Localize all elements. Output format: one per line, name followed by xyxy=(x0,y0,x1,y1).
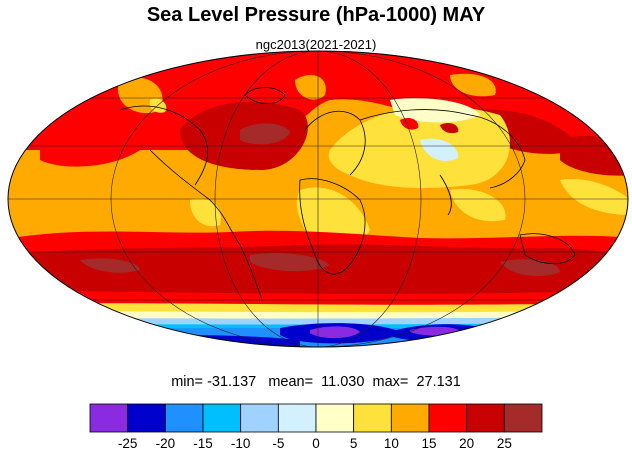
min-label: min= xyxy=(171,374,204,390)
plot-subtitle: ngc2013(2021-2021) xyxy=(255,37,377,52)
colorbar-tick-label: -25 xyxy=(117,436,138,451)
colorbar-swatch xyxy=(89,403,129,433)
colorbar-swatch xyxy=(315,403,355,433)
colorbar-tick-label: 20 xyxy=(459,436,475,451)
colorbar-tick-label: -10 xyxy=(230,436,251,451)
colorbar-tick-label: -15 xyxy=(193,436,213,451)
colorbar-swatch xyxy=(164,403,204,433)
pressure-field xyxy=(8,51,628,347)
colorbar-tick-label: 15 xyxy=(421,436,437,451)
max-label: max= xyxy=(372,374,409,390)
colorbar-swatch xyxy=(240,403,279,433)
max-value: 27.131 xyxy=(416,374,461,390)
colorbar-swatch xyxy=(428,403,468,433)
colorbar-swatch xyxy=(127,403,166,433)
colorbar-tick-label: -5 xyxy=(272,436,285,451)
colorbar-tick-label: 25 xyxy=(496,436,512,451)
plot-title: Sea Level Pressure (hPa-1000) MAY xyxy=(146,4,486,26)
colorbar-swatch xyxy=(202,403,242,433)
colorbar-swatch xyxy=(277,403,317,433)
colorbar-swatch xyxy=(390,403,430,433)
colorbar-swatch xyxy=(466,403,505,433)
mean-label: mean= xyxy=(268,374,314,390)
colorbar-tick-label: 5 xyxy=(349,436,358,451)
stats-line: min= -31.137 mean= 11.030 max= 27.131 xyxy=(0,374,632,390)
colorbar-tick-label: -20 xyxy=(155,436,176,451)
mean-value: 11.030 xyxy=(321,374,365,390)
colorbar-swatch xyxy=(353,403,392,433)
colorbar-labels: -25 -20 -15 -10 -5 0 5 10 15 20 25 xyxy=(0,436,632,456)
graticule-lines xyxy=(8,51,628,347)
coastlines xyxy=(119,87,576,301)
colorbar-swatch xyxy=(503,403,543,433)
min-value: -31.137 xyxy=(207,374,257,390)
colorbar-tick-label: 10 xyxy=(383,436,399,451)
colorbar-tick-label: 0 xyxy=(312,436,320,451)
